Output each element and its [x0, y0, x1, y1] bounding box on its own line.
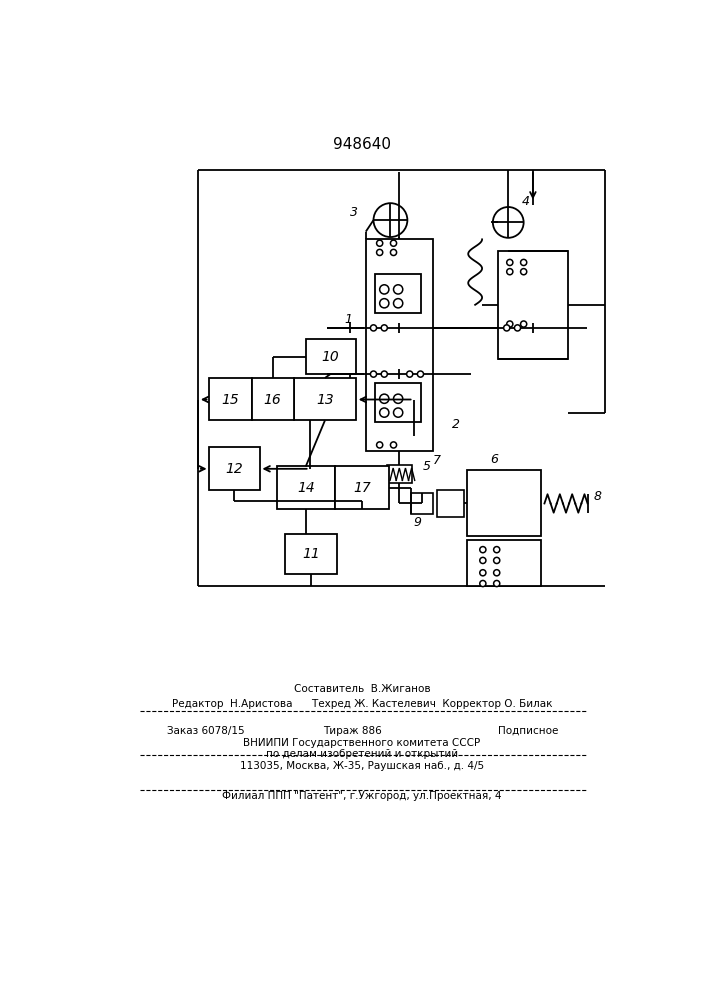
- Circle shape: [373, 203, 407, 237]
- Text: 4: 4: [522, 195, 530, 208]
- Text: 11: 11: [303, 547, 320, 561]
- Text: 9: 9: [414, 516, 421, 529]
- Text: 3: 3: [350, 206, 358, 219]
- Bar: [467, 540, 541, 586]
- Bar: [411, 493, 433, 514]
- Text: 13: 13: [316, 393, 334, 407]
- Text: 948640: 948640: [333, 137, 391, 152]
- Circle shape: [370, 325, 377, 331]
- Text: Тираж 886: Тираж 886: [322, 726, 381, 736]
- Circle shape: [381, 325, 387, 331]
- Circle shape: [493, 570, 500, 576]
- Circle shape: [480, 580, 486, 587]
- Bar: [437, 490, 464, 517]
- Bar: [209, 378, 252, 420]
- Circle shape: [390, 240, 397, 246]
- Text: Заказ 6078/15: Заказ 6078/15: [167, 726, 245, 736]
- Circle shape: [390, 249, 397, 256]
- Bar: [294, 378, 356, 420]
- Text: 10: 10: [322, 350, 339, 364]
- Circle shape: [370, 371, 377, 377]
- Text: 1: 1: [344, 313, 352, 326]
- Text: 2: 2: [452, 418, 460, 431]
- Circle shape: [380, 299, 389, 308]
- Circle shape: [394, 299, 403, 308]
- Text: 113035, Москва, Ж-35, Раушская наб., д. 4/5: 113035, Москва, Ж-35, Раушская наб., д. …: [240, 761, 484, 771]
- Text: Составитель  В.Жиганов: Составитель В.Жиганов: [293, 684, 431, 694]
- Circle shape: [394, 285, 403, 294]
- Circle shape: [407, 371, 413, 377]
- Bar: [375, 274, 421, 312]
- Bar: [366, 239, 433, 451]
- Text: ВНИИПИ Государственного комитета СССР: ВНИИПИ Государственного комитета СССР: [243, 738, 481, 748]
- Circle shape: [380, 394, 389, 403]
- Bar: [252, 378, 294, 420]
- Circle shape: [493, 557, 500, 564]
- Circle shape: [520, 269, 527, 275]
- Circle shape: [380, 285, 389, 294]
- Circle shape: [493, 580, 500, 587]
- Circle shape: [394, 408, 403, 417]
- Text: 12: 12: [226, 462, 243, 476]
- Circle shape: [493, 547, 500, 553]
- Circle shape: [480, 570, 486, 576]
- Text: 6: 6: [491, 453, 498, 466]
- Circle shape: [394, 394, 403, 403]
- Text: 14: 14: [297, 481, 315, 495]
- Circle shape: [390, 442, 397, 448]
- Bar: [375, 383, 421, 422]
- Bar: [277, 466, 335, 509]
- Circle shape: [503, 325, 510, 331]
- Circle shape: [507, 259, 513, 266]
- Text: Редактор  Н.Аристова      Техред Ж. Кастелевич  Корректор О. Билак: Редактор Н.Аристова Техред Ж. Кастелевич…: [172, 699, 552, 709]
- Bar: [285, 534, 337, 574]
- Circle shape: [377, 249, 382, 256]
- Text: 7: 7: [433, 454, 440, 467]
- Circle shape: [520, 321, 527, 327]
- Circle shape: [520, 259, 527, 266]
- Text: Филиал ППП "Патент", г.Ужгород, ул.Проектная, 4: Филиал ППП "Патент", г.Ужгород, ул.Проек…: [222, 791, 502, 801]
- Text: 16: 16: [264, 393, 281, 407]
- Bar: [335, 466, 389, 509]
- Bar: [467, 470, 541, 536]
- Circle shape: [493, 207, 524, 238]
- Bar: [209, 447, 259, 490]
- Circle shape: [380, 408, 389, 417]
- Text: 8: 8: [594, 490, 602, 503]
- Bar: [305, 339, 356, 374]
- Circle shape: [480, 557, 486, 564]
- Circle shape: [381, 371, 387, 377]
- Text: по делам изобретений и открытий: по делам изобретений и открытий: [266, 749, 458, 759]
- Text: 17: 17: [353, 481, 371, 495]
- Circle shape: [417, 371, 423, 377]
- Text: Подписное: Подписное: [498, 726, 559, 736]
- Circle shape: [480, 547, 486, 553]
- Circle shape: [507, 269, 513, 275]
- Circle shape: [515, 325, 520, 331]
- Circle shape: [507, 321, 513, 327]
- Bar: [387, 465, 411, 483]
- Bar: [498, 251, 568, 359]
- Text: 5: 5: [422, 460, 431, 473]
- Circle shape: [377, 240, 382, 246]
- Circle shape: [377, 442, 382, 448]
- Text: 15: 15: [221, 393, 239, 407]
